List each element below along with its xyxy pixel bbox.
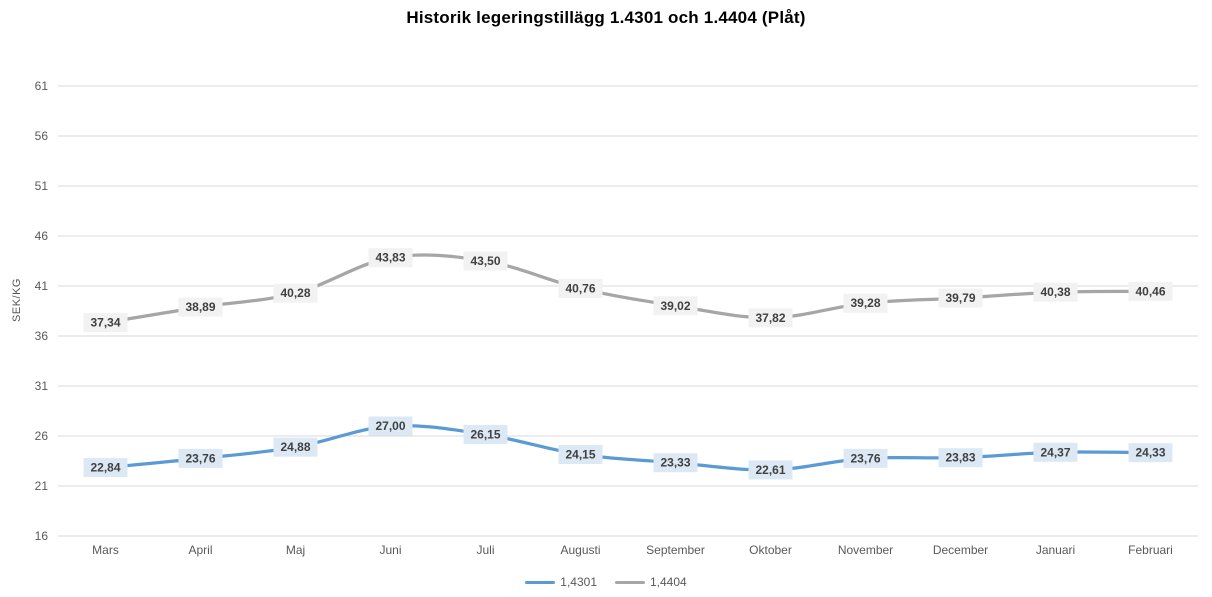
y-tick-label: 51 (35, 179, 49, 193)
y-tick-label: 41 (35, 279, 49, 293)
legend-label-1-4404: 1,4404 (650, 575, 687, 589)
data-label-box (938, 448, 983, 468)
data-label-box (558, 278, 603, 298)
data-label-box (273, 283, 318, 303)
data-label: 43,50 (470, 254, 500, 268)
legend-line-marker-1-4404 (615, 580, 645, 584)
data-label-box (843, 293, 888, 313)
data-label: 22,84 (90, 461, 120, 475)
data-label-box (83, 313, 128, 333)
y-tick-label: 56 (35, 129, 49, 143)
x-tick-label: Juni (379, 543, 401, 557)
data-label: 39,02 (660, 299, 690, 313)
x-tick-label: September (646, 543, 705, 557)
data-label: 39,79 (945, 291, 975, 305)
data-label-box (463, 425, 508, 444)
legend-line-marker-1-4301 (525, 580, 556, 584)
x-tick-label: Mars (92, 543, 119, 557)
x-tick-label: Februari (1128, 543, 1173, 557)
x-tick-label: Augusti (560, 543, 600, 557)
data-label: 43,83 (375, 251, 405, 265)
data-label-box (653, 296, 698, 316)
y-tick-label: 36 (35, 329, 49, 343)
x-tick-label: Juli (476, 543, 494, 557)
data-label-box (1033, 282, 1078, 302)
data-label-box (368, 416, 413, 436)
data-label: 37,82 (755, 311, 785, 325)
data-label-box (1128, 443, 1173, 463)
x-tick-label: December (933, 543, 988, 557)
y-tick-label: 61 (35, 79, 49, 93)
data-label: 37,34 (90, 316, 120, 330)
data-label: 24,37 (1040, 445, 1070, 459)
data-label: 23,76 (850, 451, 880, 465)
data-label: 23,76 (185, 451, 215, 465)
y-tick-label: 21 (35, 479, 49, 493)
x-tick-label: November (838, 543, 893, 557)
data-label: 24,33 (1135, 446, 1165, 460)
x-tick-label: April (188, 543, 212, 557)
legend-item-1-4301: 1,4301 (525, 575, 597, 589)
data-label-box (178, 297, 223, 317)
y-tick-label: 16 (35, 529, 49, 543)
data-label-box (938, 288, 983, 308)
y-tick-label: 26 (35, 429, 49, 443)
data-label-box (653, 453, 698, 473)
y-tick-label: 31 (35, 379, 49, 393)
data-label: 23,83 (945, 451, 975, 465)
data-label-box (558, 445, 603, 464)
x-tick-label: Januari (1036, 543, 1075, 557)
data-label-box (273, 437, 318, 457)
series-line-1-4404 (103, 253, 1153, 325)
data-label-box (83, 458, 128, 478)
data-label: 26,15 (470, 428, 500, 442)
data-label: 38,89 (185, 300, 215, 314)
x-tick-label: Oktober (749, 543, 792, 557)
chart-legend: 1,4301 1,4404 (0, 575, 1212, 589)
series-line-1-4301 (103, 423, 1153, 472)
x-tick-label: Maj (286, 543, 305, 557)
data-label: 40,76 (565, 281, 595, 295)
data-label-box (368, 248, 413, 268)
data-label-box (843, 448, 888, 468)
y-axis-title: SEK/KG (11, 278, 23, 322)
data-label: 24,15 (565, 448, 595, 462)
data-label: 27,00 (375, 419, 405, 433)
data-label-box (463, 251, 508, 271)
legend-item-1-4404: 1,4404 (615, 575, 687, 589)
chart-title: Historik legeringstillägg 1.4301 och 1.4… (406, 8, 806, 27)
data-label: 40,38 (1040, 285, 1070, 299)
data-label-box (1128, 281, 1173, 301)
data-label: 40,46 (1135, 284, 1165, 298)
y-tick-label: 46 (35, 229, 49, 243)
data-label-box (178, 448, 223, 468)
data-label: 24,88 (280, 440, 310, 454)
data-label: 23,33 (660, 456, 690, 470)
data-label-box (748, 308, 793, 328)
data-label: 39,28 (850, 296, 880, 310)
legend-label-1-4301: 1,4301 (560, 575, 597, 589)
data-label-box (1033, 442, 1078, 462)
data-label-box (748, 460, 793, 480)
data-label: 22,61 (755, 463, 785, 477)
data-label: 40,28 (280, 286, 310, 300)
